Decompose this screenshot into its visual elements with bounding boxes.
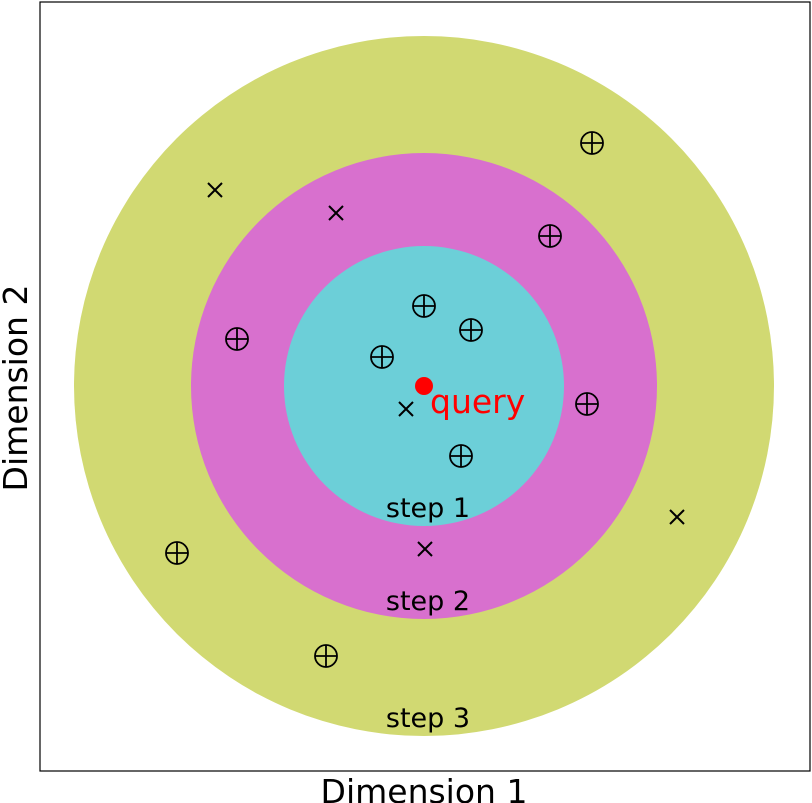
circle-plus-marker — [225, 327, 249, 351]
cross-marker — [417, 541, 433, 557]
cross-marker — [398, 401, 414, 417]
cross-marker — [328, 205, 344, 221]
circle-plus-marker — [165, 541, 189, 565]
step-3-label: step 3 — [386, 703, 470, 734]
circle-plus-marker — [314, 644, 338, 668]
cross-marker — [207, 182, 223, 198]
circle-plus-marker — [459, 318, 483, 342]
circle-plus-marker — [575, 392, 599, 416]
circle-plus-marker — [449, 444, 473, 468]
circle-plus-marker — [412, 294, 436, 318]
cross-marker — [669, 509, 685, 525]
circle-plus-marker — [580, 131, 604, 155]
circle-plus-marker — [370, 345, 394, 369]
circle-plus-marker — [538, 224, 562, 248]
step-1-label: step 1 — [386, 493, 470, 524]
markers-layer — [165, 131, 685, 668]
plot-frame — [39, 1, 811, 772]
query-point — [415, 377, 433, 395]
x-axis-title: Dimension 1 — [321, 772, 528, 803]
y-axis-title: Dimension 2 — [0, 285, 35, 492]
step-2-label: step 2 — [386, 586, 470, 617]
query-label: query — [430, 382, 525, 421]
